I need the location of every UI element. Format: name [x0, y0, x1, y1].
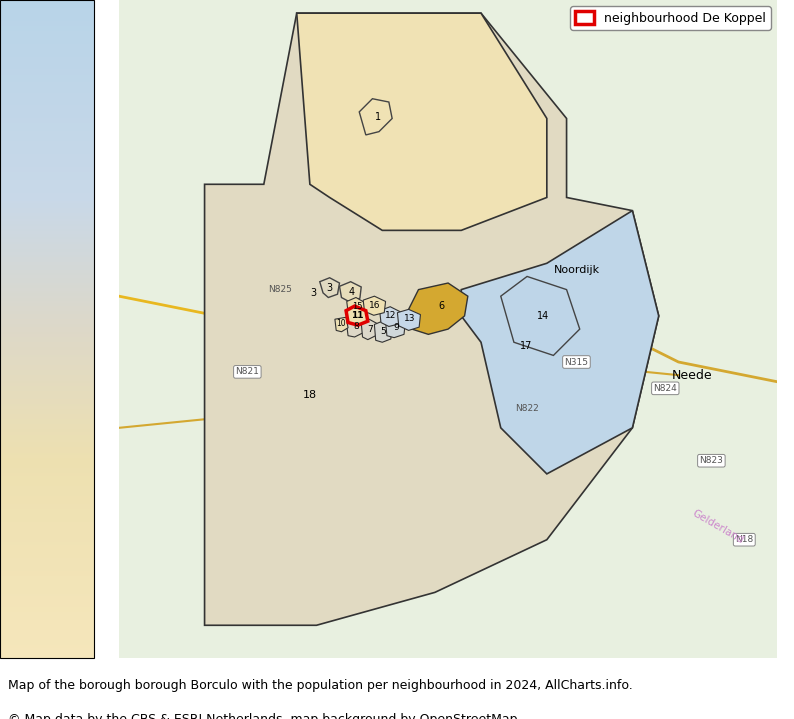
Polygon shape [347, 298, 367, 315]
Text: Noordijk: Noordijk [553, 265, 599, 275]
Text: N821: N821 [235, 367, 260, 376]
Text: 6: 6 [438, 301, 445, 311]
Text: 9: 9 [393, 323, 399, 331]
Polygon shape [501, 276, 580, 355]
Polygon shape [375, 321, 392, 342]
Text: 14: 14 [538, 311, 549, 321]
Text: 11: 11 [351, 311, 364, 320]
Text: 4: 4 [349, 287, 354, 296]
FancyBboxPatch shape [119, 0, 777, 658]
Text: 3: 3 [310, 288, 316, 298]
Text: Map of the borough borough Borculo with the population per neighbourhood in 2024: Map of the borough borough Borculo with … [8, 679, 633, 692]
Text: © Map data by the CBS & ESRI Netherlands, map background by OpenStreetMap.: © Map data by the CBS & ESRI Netherlands… [8, 713, 522, 719]
Text: N824: N824 [653, 384, 677, 393]
Polygon shape [346, 316, 366, 337]
Text: 3: 3 [326, 283, 333, 293]
Text: 18: 18 [303, 390, 317, 400]
Text: 13: 13 [403, 314, 415, 323]
Text: 8: 8 [354, 322, 360, 331]
Text: 1: 1 [375, 112, 381, 122]
Text: Neede: Neede [671, 369, 712, 382]
Polygon shape [297, 13, 547, 230]
Text: Gelderland: Gelderland [691, 508, 746, 545]
Text: 12: 12 [385, 311, 396, 321]
Polygon shape [340, 282, 361, 302]
Text: N825: N825 [268, 285, 292, 294]
Polygon shape [363, 296, 386, 315]
Polygon shape [335, 317, 348, 331]
Text: N823: N823 [700, 457, 723, 465]
Text: 16: 16 [368, 301, 380, 310]
Text: 15: 15 [352, 301, 363, 311]
Polygon shape [361, 319, 378, 339]
Polygon shape [380, 307, 401, 326]
Polygon shape [386, 317, 405, 338]
Text: N315: N315 [565, 357, 588, 367]
Text: 7: 7 [367, 325, 372, 334]
Polygon shape [320, 278, 340, 298]
Text: N822: N822 [515, 403, 539, 413]
Polygon shape [461, 211, 659, 474]
Text: 10: 10 [337, 319, 346, 329]
Legend: neighbourhood De Koppel: neighbourhood De Koppel [570, 6, 771, 30]
Polygon shape [205, 13, 659, 626]
Polygon shape [409, 283, 468, 334]
Text: 5: 5 [380, 327, 387, 336]
Text: 17: 17 [519, 341, 532, 351]
Polygon shape [398, 309, 421, 331]
Polygon shape [359, 99, 392, 135]
Text: N18: N18 [735, 535, 754, 544]
Polygon shape [346, 306, 368, 325]
